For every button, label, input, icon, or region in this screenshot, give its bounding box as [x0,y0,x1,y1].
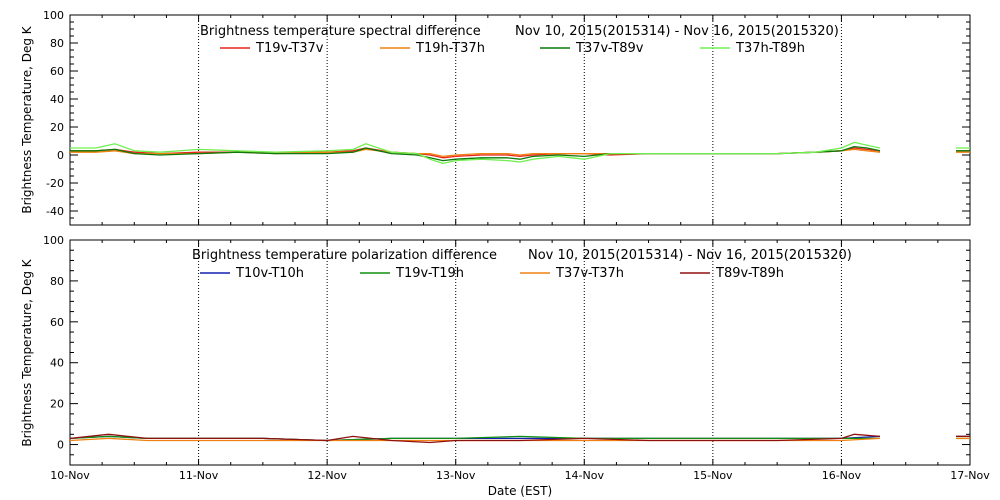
y-tick-label: 100 [43,234,64,247]
chart-title: Brightness temperature spectral differen… [200,24,481,39]
series-line [69,433,881,444]
x-tick-label: 10-Nov [50,469,90,482]
x-axis-label: Date (EST) [488,484,552,498]
legend-label: T19v-T37v [255,41,324,56]
y-tick-label: 60 [50,316,64,329]
legend-label: T37h-T89h [735,41,805,56]
legend-label: T19v-T19h [395,266,464,281]
spectral-difference-panel: -40 -20 0 20 40 60 80 100 Brightness Temperature… [20,9,971,226]
x-tick-label: 14-Nov [565,469,605,482]
x-tick-label: 11-Nov [179,469,219,482]
x-tick-label: 16-Nov [822,469,862,482]
y-tick-label: -20 [46,177,64,190]
x-tick-label: 13-Nov [436,469,476,482]
legend-label: T10v-T10h [235,266,304,281]
y-tick-label: 100 [43,9,64,22]
y-tick-label: 0 [57,439,64,452]
y-tick-label: 20 [50,121,64,134]
series-line [70,141,881,165]
chart-title: Brightness temperature polarization diff… [192,248,497,263]
x-tick-label: 17-Nov [950,469,990,482]
legend-label: T89v-T89h [715,266,784,281]
chart-subtitle: Nov 10, 2015(2015314) - Nov 16, 2015(201… [515,24,839,39]
y-tick-label: 20 [50,398,64,411]
y-tick-label: 80 [50,275,64,288]
y-axis-label: Brightness Temperature, Deg K [20,258,34,446]
polarization-difference-panel: 0 20 40 60 80 100 10-Nov 11-Nov 12-Nov 13-Nov 14-N… [20,234,990,498]
y-tick-label: 60 [50,65,64,78]
y-tick-label: 80 [50,37,64,50]
plot-frame [69,14,971,226]
x-tick-label: 12-Nov [307,469,347,482]
y-tick-label: 40 [50,357,64,370]
x-tick-label: 15-Nov [693,469,733,482]
y-tick-label: 0 [57,149,64,162]
y-tick-label: -40 [46,205,64,218]
legend-label: T19h-T37h [415,41,485,56]
y-axis-label: Brightness Temperature, Deg K [20,25,34,213]
legend-label: T37v-T37h [555,266,624,281]
y-tick-label: 40 [50,93,64,106]
legend-label: T37v-T89v [575,41,644,56]
chart-subtitle: Nov 10, 2015(2015314) - Nov 16, 2015(201… [528,248,852,263]
